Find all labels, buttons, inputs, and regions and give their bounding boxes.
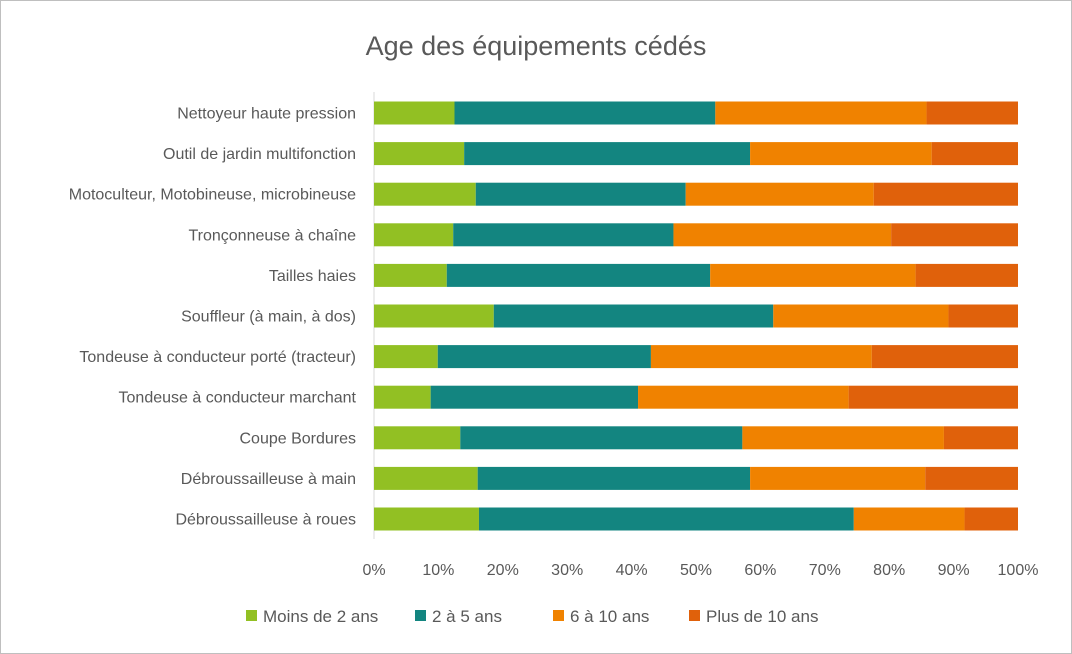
x-tick-label: 10% [422, 562, 454, 579]
legend-swatch [415, 610, 426, 621]
x-tick-label: 30% [551, 562, 583, 579]
category-label: Tondeuse à conducteur marchant [119, 390, 357, 407]
x-tick-label: 50% [680, 562, 712, 579]
bar-segment [374, 507, 479, 531]
bar-segment [926, 101, 1018, 125]
bar-segment [374, 263, 447, 287]
category-label: Outil de jardin multifonction [163, 146, 356, 163]
legend: Moins de 2 ans 2 à 5 ans 6 à 10 ans Plus de… [246, 607, 818, 626]
category-label: Motoculteur, Motobineuse, microbineuse [69, 187, 356, 204]
bar-segment [750, 142, 932, 166]
category-label: Nettoyeur haute pression [177, 106, 356, 123]
bar-segment [446, 263, 711, 287]
bar-segment [964, 507, 1018, 531]
bar-segment [478, 507, 854, 531]
bar-segment [477, 466, 751, 490]
category-label: Débroussailleuse à main [181, 471, 356, 488]
bar-segment [673, 223, 892, 247]
legend-label: 2 à 5 ans [432, 607, 502, 626]
bars-group [374, 101, 1018, 531]
bar-segment [460, 426, 743, 450]
bar-segment [374, 182, 476, 206]
category-label: Tronçonneuse à chaîne [188, 227, 356, 244]
legend-swatch [553, 610, 564, 621]
bar-segment [437, 345, 651, 369]
bar-segment [464, 142, 751, 166]
x-tick-label: 20% [487, 562, 519, 579]
bar-segment [475, 182, 686, 206]
bar-segment [891, 223, 1018, 247]
bar-segment [374, 426, 461, 450]
x-tick-label: 70% [809, 562, 841, 579]
bar-segment [925, 466, 1018, 490]
x-tick-label: 80% [873, 562, 905, 579]
bar-segment [871, 345, 1018, 369]
category-label: Tondeuse à conducteur porté (tracteur) [79, 349, 356, 366]
category-label: Tailles haies [269, 268, 356, 285]
bar-segment [454, 101, 716, 125]
legend-label: Plus de 10 ans [706, 607, 818, 626]
legend-label: Moins de 2 ans [263, 607, 378, 626]
bar-segment [374, 101, 455, 125]
bar-segment [374, 345, 438, 369]
bar-segment [710, 263, 916, 287]
bar-segment [685, 182, 874, 206]
category-labels: Nettoyeur haute pression Outil de jardin … [69, 106, 357, 529]
bar-segment [873, 182, 1018, 206]
x-tick-label: 100% [998, 562, 1039, 579]
bar-segment [493, 304, 774, 328]
x-tick-label: 0% [362, 562, 385, 579]
category-label: Coupe Bordures [239, 430, 356, 447]
x-tick-label: 90% [938, 562, 970, 579]
bar-segment [374, 304, 494, 328]
bar-segment [915, 263, 1018, 287]
x-tick-labels: 0% 10% 20% 30% 40% 50% 60% 70% 80% 90% 100% [362, 562, 1038, 579]
bar-segment [453, 223, 674, 247]
bar-segment [638, 385, 849, 409]
legend-swatch [246, 610, 257, 621]
bar-segment [750, 466, 926, 490]
bar-segment [374, 142, 465, 166]
category-label: Souffleur (à main, à dos) [181, 309, 356, 326]
bar-segment [715, 101, 927, 125]
bar-segment [650, 345, 872, 369]
bar-segment [430, 385, 639, 409]
legend-label: 6 à 10 ans [570, 607, 649, 626]
bar-segment [374, 223, 454, 247]
category-label: Débroussailleuse à roues [175, 512, 356, 529]
bar-segment [948, 304, 1018, 328]
legend-swatch [689, 610, 700, 621]
bar-segment [773, 304, 949, 328]
x-tick-label: 40% [616, 562, 648, 579]
bar-segment [853, 507, 965, 531]
bar-segment [848, 385, 1018, 409]
bar-segment [931, 142, 1018, 166]
x-tick-label: 60% [744, 562, 776, 579]
bar-segment [374, 385, 431, 409]
chart-title: Age des équipements cédés [366, 31, 707, 61]
bar-segment [943, 426, 1018, 450]
bar-segment [374, 466, 478, 490]
bar-segment [742, 426, 944, 450]
